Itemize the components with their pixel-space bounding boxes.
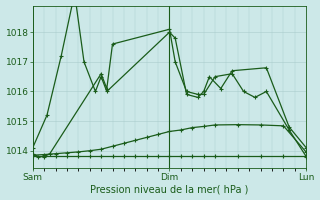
X-axis label: Pression niveau de la mer( hPa ): Pression niveau de la mer( hPa ) bbox=[90, 184, 249, 194]
